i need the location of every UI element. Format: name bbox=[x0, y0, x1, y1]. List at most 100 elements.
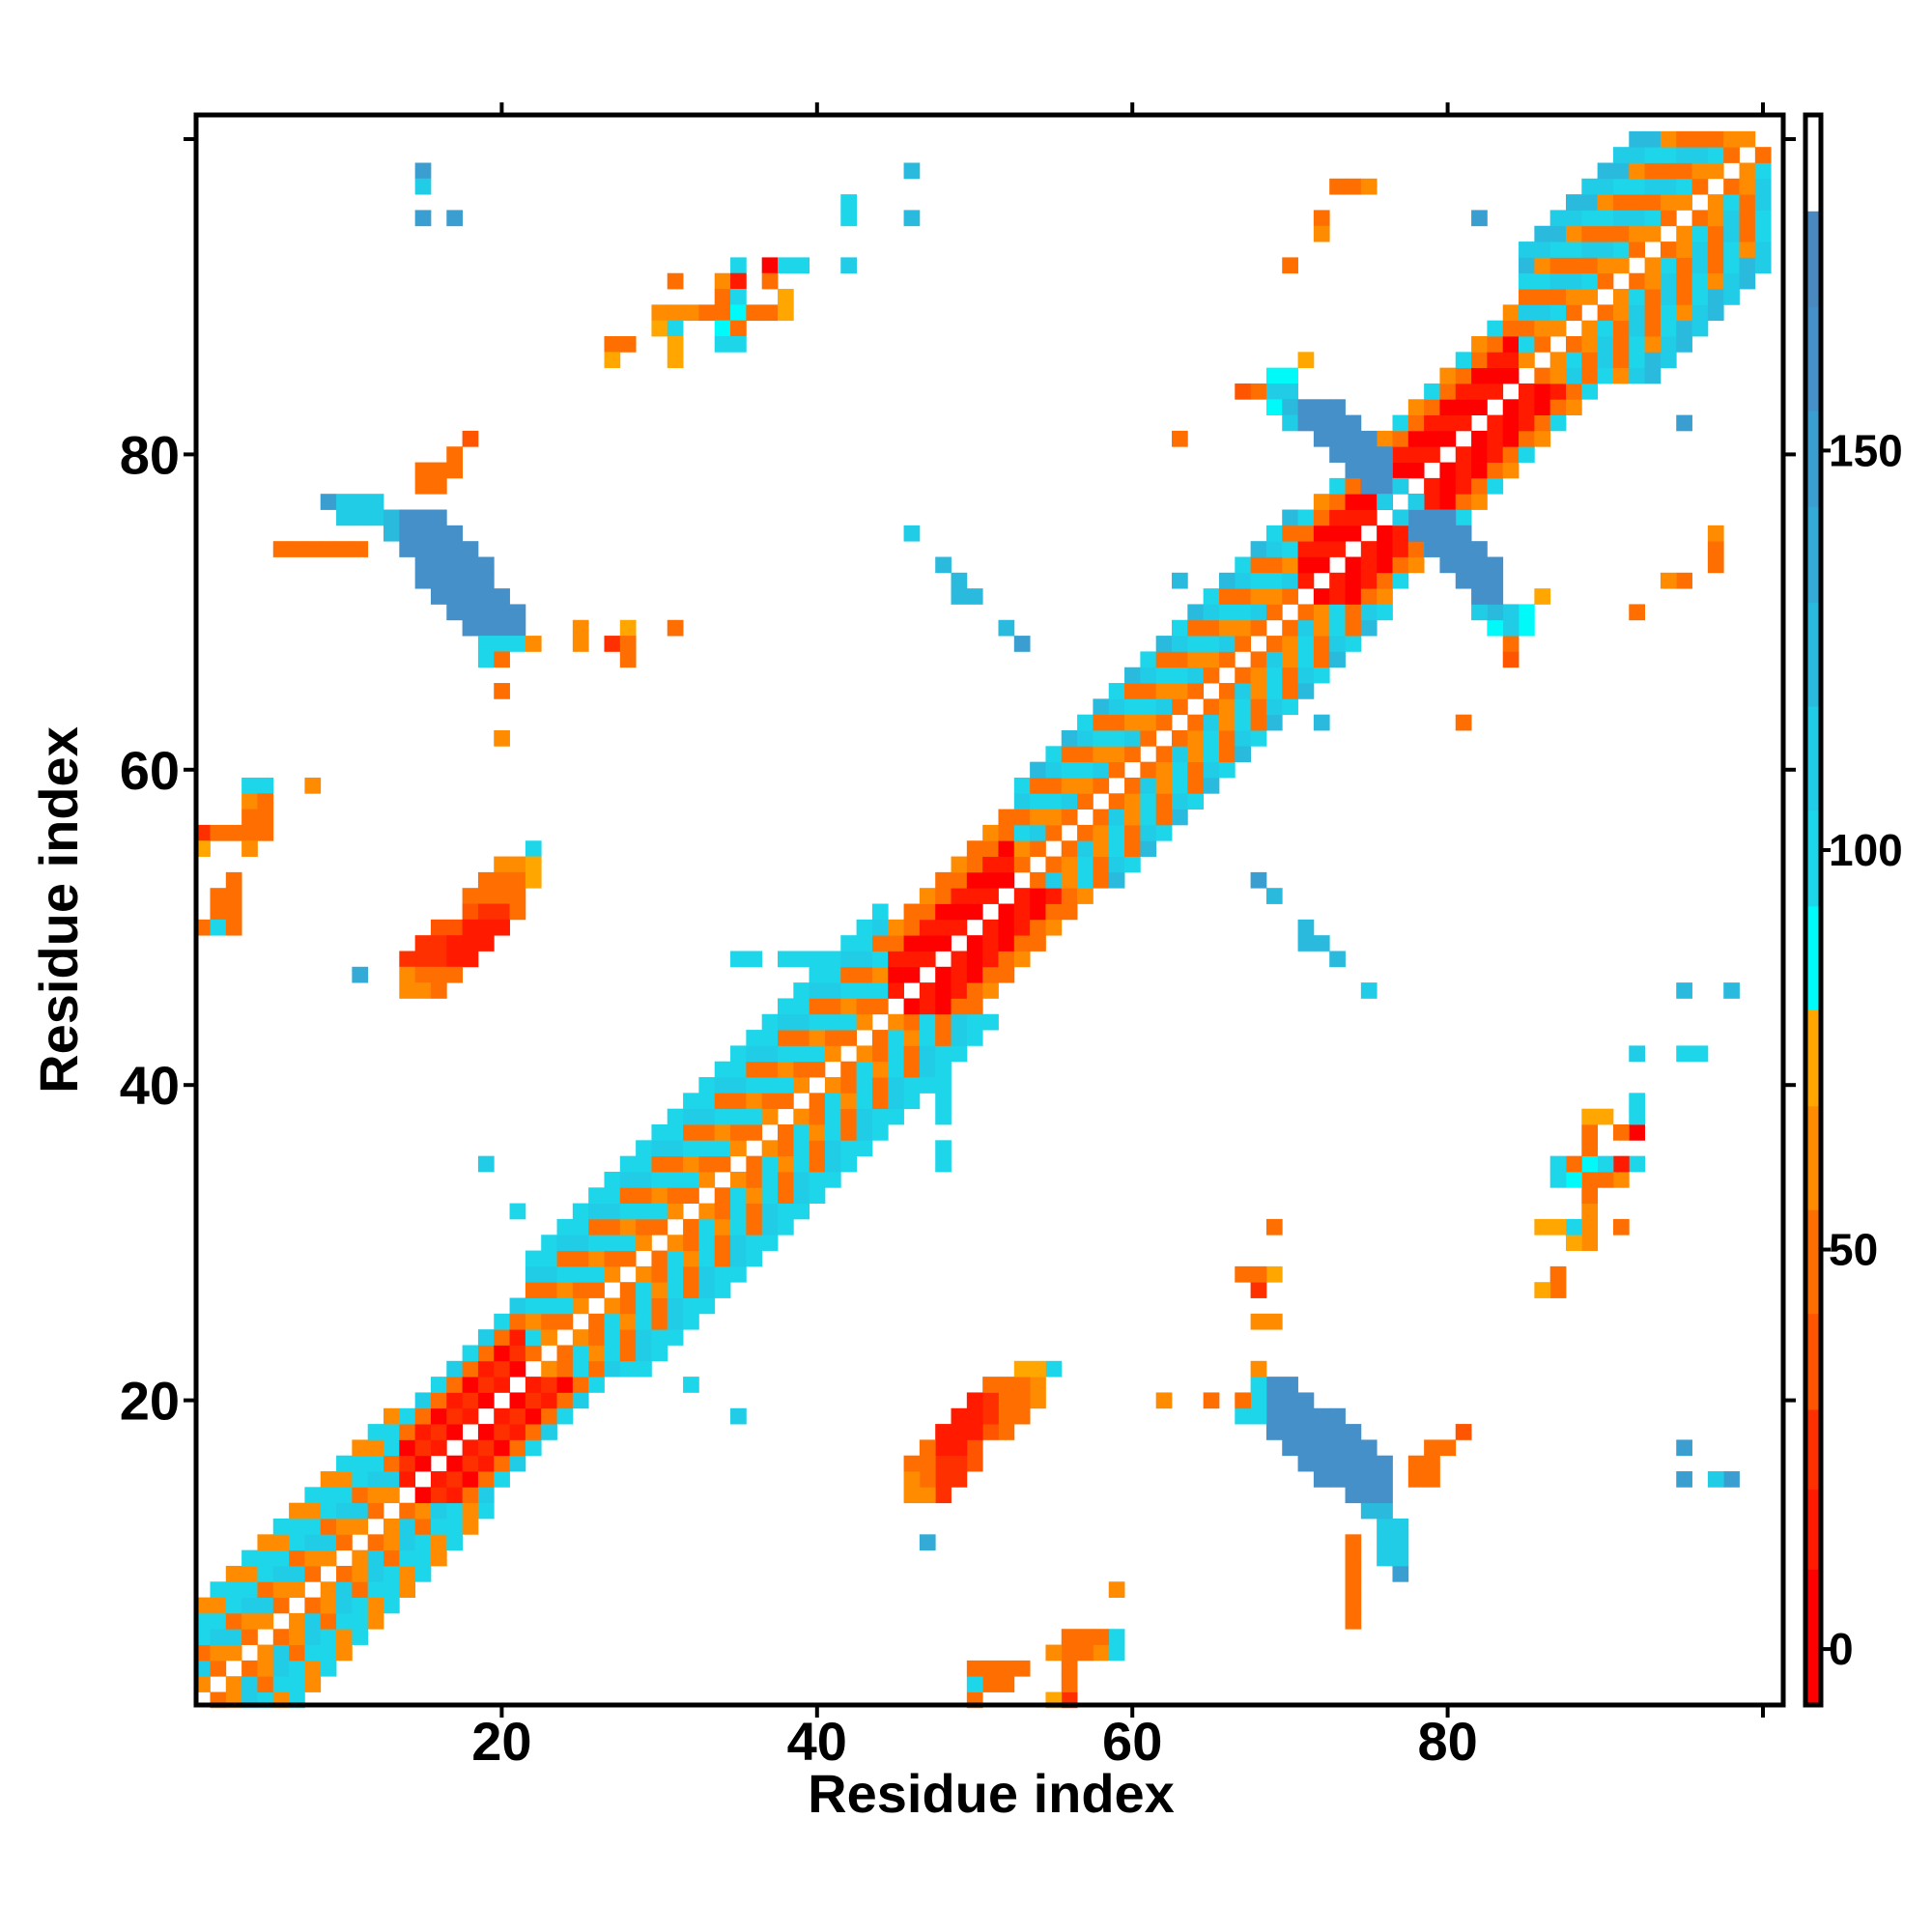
heatmap-cell bbox=[698, 1297, 716, 1315]
heatmap-cell bbox=[1045, 856, 1063, 873]
heatmap-cell bbox=[1597, 242, 1614, 258]
heatmap-cell bbox=[1549, 304, 1567, 322]
heatmap-cell bbox=[966, 1407, 983, 1425]
heatmap-cell bbox=[1691, 320, 1709, 337]
heatmap-cell bbox=[1282, 556, 1298, 574]
heatmap-cell bbox=[982, 1392, 999, 1409]
heatmap-cell bbox=[951, 982, 968, 999]
heatmap-cell bbox=[572, 1345, 589, 1362]
heatmap-cell bbox=[1471, 556, 1488, 574]
heatmap-cell bbox=[352, 1612, 369, 1630]
heatmap-cell bbox=[966, 1676, 983, 1692]
heatmap-cell bbox=[604, 1171, 621, 1188]
heatmap-cell bbox=[1407, 1471, 1425, 1488]
heatmap-cell bbox=[1392, 556, 1409, 574]
heatmap-cell bbox=[730, 289, 747, 305]
heatmap-cell bbox=[1265, 1218, 1283, 1236]
heatmap-cell bbox=[761, 1108, 779, 1125]
heatmap-cell bbox=[1629, 304, 1645, 322]
heatmap-cell bbox=[1581, 1218, 1599, 1236]
heatmap-cell bbox=[840, 951, 857, 968]
heatmap-cell bbox=[367, 1487, 384, 1504]
heatmap-cell bbox=[477, 1377, 495, 1393]
heatmap-cell bbox=[730, 1061, 747, 1078]
heatmap-cell bbox=[1203, 636, 1220, 652]
heatmap-cell bbox=[1566, 272, 1582, 290]
heatmap-cell bbox=[1297, 556, 1315, 574]
heatmap-cell bbox=[1519, 336, 1535, 353]
heatmap-cell bbox=[1093, 1629, 1110, 1645]
heatmap-cell bbox=[778, 1093, 794, 1110]
heatmap-cell bbox=[1629, 1124, 1645, 1141]
heatmap-cell bbox=[982, 1424, 999, 1440]
heatmap-cell bbox=[1377, 525, 1393, 542]
heatmap-cell bbox=[636, 1155, 652, 1173]
heatmap-cell bbox=[414, 1519, 432, 1535]
heatmap-cell bbox=[462, 572, 479, 589]
heatmap-cell bbox=[1282, 1377, 1298, 1393]
heatmap-cell bbox=[272, 1644, 290, 1662]
heatmap-cell bbox=[1140, 840, 1157, 857]
heatmap-cell bbox=[1360, 604, 1378, 621]
heatmap-cell bbox=[667, 1124, 684, 1141]
heatmap-cell bbox=[1297, 1392, 1315, 1409]
heatmap-cell bbox=[588, 1218, 605, 1236]
heatmap-cell bbox=[935, 1487, 952, 1504]
heatmap-cell bbox=[1329, 1407, 1346, 1425]
heatmap-cell bbox=[1282, 257, 1298, 274]
heatmap-cell bbox=[1250, 698, 1267, 716]
heatmap-cell bbox=[336, 494, 353, 510]
colorbar-segment bbox=[1807, 905, 1819, 1010]
heatmap-cell bbox=[1566, 225, 1582, 242]
heatmap-cell bbox=[494, 1424, 510, 1440]
heatmap-cells bbox=[194, 130, 1772, 1709]
heatmap-cell bbox=[1455, 414, 1472, 432]
heatmap-cell bbox=[698, 1155, 716, 1173]
heatmap-cell bbox=[1124, 714, 1141, 731]
heatmap-cell bbox=[619, 1171, 637, 1188]
heatmap-cell bbox=[414, 162, 432, 180]
heatmap-cell bbox=[1061, 888, 1078, 904]
heatmap-cell bbox=[1534, 414, 1551, 432]
heatmap-cell bbox=[1360, 1471, 1378, 1488]
heatmap-cell bbox=[1155, 761, 1173, 779]
heatmap-cell bbox=[1093, 730, 1110, 747]
heatmap-cell bbox=[919, 1455, 936, 1472]
heatmap-cell bbox=[1297, 1407, 1315, 1425]
heatmap-cell bbox=[888, 1077, 904, 1094]
heatmap-cell bbox=[1644, 225, 1662, 242]
heatmap-cell bbox=[1581, 383, 1599, 400]
heatmap-cell bbox=[430, 966, 447, 983]
heatmap-cell bbox=[1597, 1171, 1614, 1188]
heatmap-cell bbox=[966, 1439, 983, 1457]
heatmap-cell bbox=[1754, 147, 1772, 163]
heatmap-cell bbox=[903, 1093, 921, 1110]
heatmap-cell bbox=[793, 257, 810, 274]
heatmap-cell bbox=[1155, 824, 1173, 841]
heatmap-cell bbox=[588, 1203, 605, 1220]
heatmap-cell bbox=[683, 1297, 699, 1315]
heatmap-cell bbox=[966, 840, 983, 857]
heatmap-cell bbox=[1691, 272, 1709, 290]
heatmap-cell bbox=[1345, 1597, 1362, 1614]
heatmap-cell bbox=[1203, 619, 1220, 637]
heatmap-cell bbox=[1030, 935, 1046, 952]
heatmap-cell bbox=[1660, 194, 1677, 211]
heatmap-cell bbox=[477, 1424, 495, 1440]
heatmap-cell bbox=[430, 951, 447, 968]
heatmap-cell bbox=[1155, 698, 1173, 716]
heatmap-cell bbox=[541, 1407, 557, 1425]
heatmap-cell bbox=[651, 304, 668, 322]
heatmap-cell bbox=[951, 888, 968, 904]
heatmap-cell bbox=[1203, 761, 1220, 779]
heatmap-cell bbox=[414, 1549, 432, 1567]
heatmap-cell bbox=[572, 1218, 589, 1236]
heatmap-cell bbox=[494, 1313, 510, 1330]
heatmap-cell bbox=[588, 1329, 605, 1346]
heatmap-cell bbox=[1754, 257, 1772, 274]
heatmap-cell bbox=[746, 951, 763, 968]
heatmap-cell bbox=[1235, 683, 1251, 699]
heatmap-cell bbox=[888, 1045, 904, 1063]
heatmap-cell bbox=[730, 1124, 747, 1141]
heatmap-cell bbox=[951, 1424, 968, 1440]
